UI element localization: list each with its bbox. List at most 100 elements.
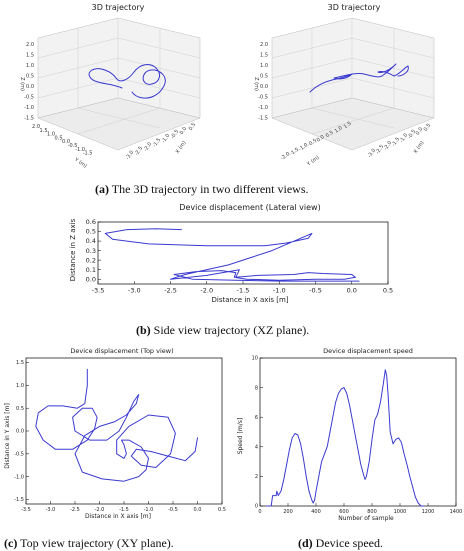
y-tick-label: 0.1 xyxy=(86,266,96,274)
tick-label: 1.5 xyxy=(26,53,34,59)
tick-label: 0.0 xyxy=(316,134,326,143)
x-axis-label: Number of sample xyxy=(338,515,394,522)
trajectory-line xyxy=(88,64,166,99)
trajectory-line xyxy=(309,63,409,93)
y-tick-label: 10 xyxy=(252,356,258,362)
y-tick-label: 0 xyxy=(255,504,258,510)
x-tick-label: -1.5 xyxy=(119,507,129,513)
y-tick-label: 2 xyxy=(255,474,258,480)
series-line xyxy=(266,369,425,507)
x-tick-label: 200 xyxy=(283,509,293,515)
tick-label: 0.0 xyxy=(415,126,424,136)
plot-frame xyxy=(259,357,457,507)
tick-label: -0.5 xyxy=(307,138,318,149)
y-tick-label: 8 xyxy=(255,385,258,391)
x-tick-label: 1400 xyxy=(450,509,463,515)
tick-label: 0.5 xyxy=(423,123,432,133)
tick-label: 1.5 xyxy=(40,128,48,134)
series-line xyxy=(104,228,360,282)
chart-title: 3D trajectory xyxy=(328,3,381,12)
tick-label: -3.0 xyxy=(125,150,136,161)
tick-label: -1.0 xyxy=(75,147,85,153)
x-tick-label: 0 xyxy=(258,509,261,515)
tick-label: 1.0 xyxy=(26,63,34,69)
y-tick-labels: -2.0-1.5-1.0-0.50.0 0.5 1.0 1.5 xyxy=(280,121,353,162)
y-tick-label: 1.5 xyxy=(16,360,24,366)
tick-label: 1.0 xyxy=(334,125,344,134)
y-tick-label: -0.5 xyxy=(14,451,24,457)
z-tick-labels: 2.0 1.5 1.0 0.5 0.0 -0.5 -1.0 -1.5 xyxy=(258,42,268,122)
x-tick-label: -3.5 xyxy=(92,287,105,295)
caption-a-label: (a) xyxy=(95,182,109,196)
tick-label: 0.5 xyxy=(188,122,197,132)
y-tick-label: 1.0 xyxy=(16,383,24,389)
tick-label: -1.5 xyxy=(391,136,402,147)
chart-title: Device displacement speed xyxy=(323,347,413,355)
caption-b: (b) Side view trajectory (XZ plane). xyxy=(136,323,309,338)
plot-frame xyxy=(25,357,223,505)
x-tick-label: 0.0 xyxy=(194,507,202,513)
x-tick-label: 0.0 xyxy=(347,287,357,295)
y-tick-labels: -1.5 -1.0 -0.5 0.0 0.5 1.0 1.5 xyxy=(14,360,24,503)
y-tick-label: 0.4 xyxy=(86,237,96,245)
chart-3d-trajectory-view-1: 3D trajectory 2.01.51.00.50.0-0.5-1.0-1.… xyxy=(19,3,201,170)
axes-box xyxy=(37,17,201,151)
caption-d-label: (d) xyxy=(298,536,313,550)
x-tick-label: 400 xyxy=(311,509,321,515)
y-tick-labels: 0.00.1 0.20.3 0.40.5 0.6 xyxy=(86,218,96,283)
tick-label: -1.0 xyxy=(24,105,34,111)
tick-label: 0.0 xyxy=(179,126,188,136)
chart-3d-trajectory-view-2: 3D trajectory 2.01.51.00.50.0-0.5-1.0-1.… xyxy=(253,3,435,168)
x-tick-labels: -3.5 -3.0 -2.5 -2.0 -1.5 -1.0 -0.5 0.0 0.5 xyxy=(92,287,394,295)
y-tick-label: -1.0 xyxy=(14,474,24,480)
y-axis-label: Speed [m/s] xyxy=(237,418,244,454)
tick-label: -1.0 xyxy=(298,142,309,153)
x-tick-labels: -3.5 -3.0 -2.5 -2.0 -1.5 -1.0 -0.5 0.0 0.5 xyxy=(21,507,226,513)
z-tick-labels: 2.0 1.5 1.0 0.5 0.0 -0.5 -1.0 -1.5 xyxy=(24,42,34,122)
y-tick-label: 0.3 xyxy=(86,247,96,255)
tick-label: -2.0 xyxy=(143,141,154,152)
caption-c-text: Top view trajectory (XY plane). xyxy=(17,536,174,550)
x-tick-label: -1.0 xyxy=(144,507,154,513)
caption-a-text: The 3D trajectory in two different views… xyxy=(109,182,309,196)
tick-label: 2.0 xyxy=(260,42,268,48)
caption-d: (d) Device speed. xyxy=(298,536,383,551)
tick-label: 0.5 xyxy=(260,74,268,80)
tick-label: 0.5 xyxy=(55,135,63,141)
x-tick-label: 0.5 xyxy=(383,287,393,295)
tick-label: -0.5 xyxy=(258,95,268,101)
caption-b-label: (b) xyxy=(136,323,151,337)
plot-area xyxy=(25,357,223,505)
tick-label: -0.5 xyxy=(24,95,34,101)
x-tick-label: -3.0 xyxy=(128,287,141,295)
y-tick-label: 0.5 xyxy=(86,228,96,236)
y-axis-label: Y (m) xyxy=(305,155,320,168)
axes-box xyxy=(271,17,435,151)
tick-label: -2.5 xyxy=(134,146,145,157)
y-tick-label: 0.0 xyxy=(16,429,24,435)
y-tick-label: 0.0 xyxy=(86,275,96,283)
tick-label: -1.0 xyxy=(258,105,268,111)
x-tick-label: -1.5 xyxy=(237,287,250,295)
y-tick-label: -1.5 xyxy=(14,497,24,503)
x-tick-label: -2.0 xyxy=(95,507,105,513)
tick-label: -1.0 xyxy=(161,133,172,144)
x-tick-label: 800 xyxy=(367,509,377,515)
tick-label: 1.0 xyxy=(47,132,55,138)
tick-label: 0.5 xyxy=(26,74,34,80)
x-axis-label: Distance in X axis [m] xyxy=(212,296,289,304)
x-tick-label: 1000 xyxy=(394,509,407,515)
tick-label: -0.5 xyxy=(407,129,418,140)
y-tick-label: 0.6 xyxy=(86,218,96,226)
x-tick-label: -1.0 xyxy=(273,287,286,295)
y-tick-labels: 2.01.51.00.50.0-0.5-1.0-1.5 xyxy=(32,124,92,157)
y-axis-label: Y (m) xyxy=(73,156,88,169)
tick-label: -1.5 xyxy=(24,116,34,122)
tick-label: 2.0 xyxy=(26,42,34,48)
y-axis-label: Distance in Y axis [m] xyxy=(4,403,11,469)
tick-label: 1.5 xyxy=(343,121,353,130)
x-tick-label: -3.0 xyxy=(46,507,56,513)
chart-lateral-view: Device displacement (Lateral view) -3.5-… xyxy=(69,203,394,304)
x-tick-label: 600 xyxy=(339,509,349,515)
